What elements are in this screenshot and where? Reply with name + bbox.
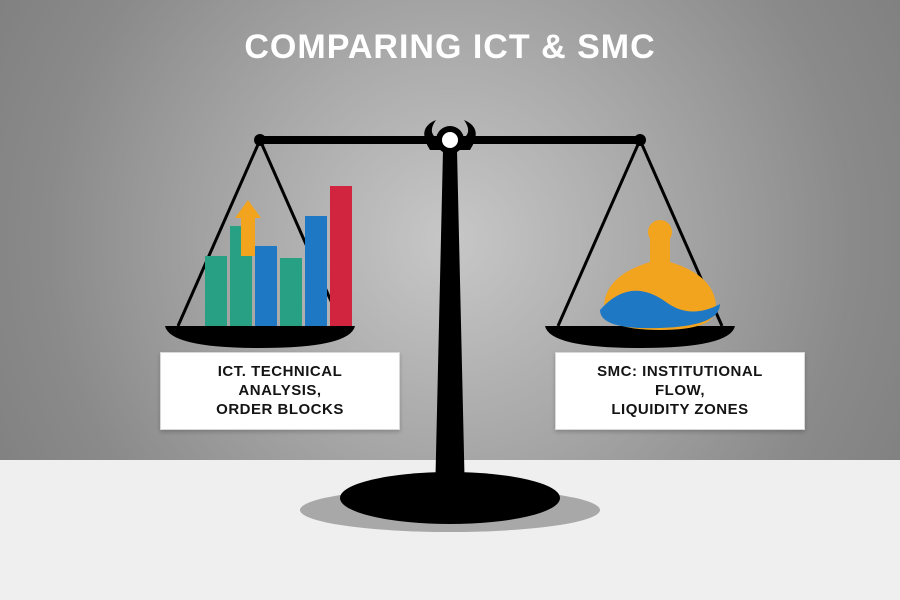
- bar-3: [255, 246, 277, 326]
- bar-6: [330, 186, 352, 326]
- infographic-stage: COMPARING ICT & SMC: [0, 0, 900, 600]
- scale-pivot-inner: [442, 132, 458, 148]
- smc-flask-icon: [600, 220, 720, 330]
- ict-label-box: ICT. TECHNICAL ANALYSIS, ORDER BLOCKS: [160, 352, 400, 430]
- bar-1: [205, 256, 227, 326]
- scale-illustration: [0, 0, 900, 600]
- scale-post: [435, 150, 465, 498]
- left-pan: [165, 326, 355, 348]
- bar-4: [280, 258, 302, 326]
- smc-label-line2: LIQUIDITY ZONES: [570, 401, 790, 420]
- right-pan: [545, 326, 735, 348]
- ict-label-line1: ICT. TECHNICAL ANALYSIS,: [175, 363, 385, 401]
- ict-label-line2: ORDER BLOCKS: [175, 401, 385, 420]
- smc-label-line1: SMC: INSTITUTIONAL FLOW,: [570, 363, 790, 401]
- ict-bar-chart: [205, 186, 352, 326]
- smc-label-box: SMC: INSTITUTIONAL FLOW, LIQUIDITY ZONES: [555, 352, 805, 430]
- bar-5: [305, 216, 327, 326]
